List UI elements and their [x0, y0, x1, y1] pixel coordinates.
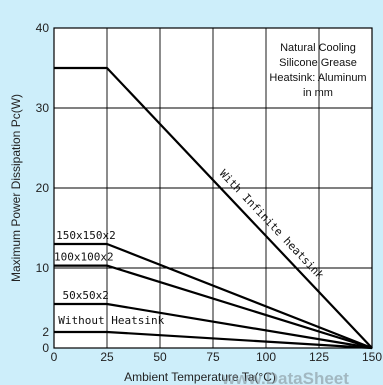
x-tick-label: 150: [362, 350, 382, 364]
series-line-3: [54, 302, 373, 350]
y-tick-label: 40: [36, 21, 50, 35]
x-tick-label: 125: [309, 350, 329, 364]
x-tick-label: 25: [100, 350, 114, 364]
y-tick-label: 20: [36, 181, 50, 195]
x-tick-label: 100: [256, 350, 276, 364]
annotation-box: Natural Cooling Silicone Grease Heatsink…: [269, 42, 366, 99]
series-label-150x150x2: 150x150x2: [56, 229, 116, 242]
annotation-line-3: Heatsink: Aluminum: [269, 72, 366, 84]
series-label-100x100x2: 100x100x2: [54, 251, 114, 264]
series-line-4: [54, 330, 373, 350]
annotation-line-1: Natural Cooling: [280, 42, 356, 54]
series-lines: [54, 66, 373, 350]
annotation-line-2: Silicone Grease: [279, 57, 357, 69]
x-tick-label: 75: [206, 350, 220, 364]
plot-frame: [53, 27, 373, 349]
y-tick-label: 0: [42, 341, 49, 355]
grid: [54, 28, 372, 348]
series-label-50x50x2: 50x50x2: [62, 289, 108, 302]
x-tick-label: 0: [51, 350, 58, 364]
y-axis-label: Maximum Power Dissipation Pc(W): [9, 94, 23, 282]
y-tick-label: 30: [36, 101, 50, 115]
series-line-0: [54, 66, 373, 349]
series-line-1: [54, 242, 373, 350]
x-tick-label: 50: [153, 350, 167, 364]
watermark: www.DataSheet: [221, 369, 349, 385]
series-label-without-heatsink: Without Heatsink: [58, 314, 164, 327]
y-tick-label: 10: [36, 261, 50, 275]
annotation-line-4: in mm: [303, 87, 333, 99]
y-tick-label: 2: [42, 325, 49, 339]
series-line-2: [54, 264, 373, 350]
x-axis-label: Ambient Temperature Ta(°C): [124, 370, 276, 384]
